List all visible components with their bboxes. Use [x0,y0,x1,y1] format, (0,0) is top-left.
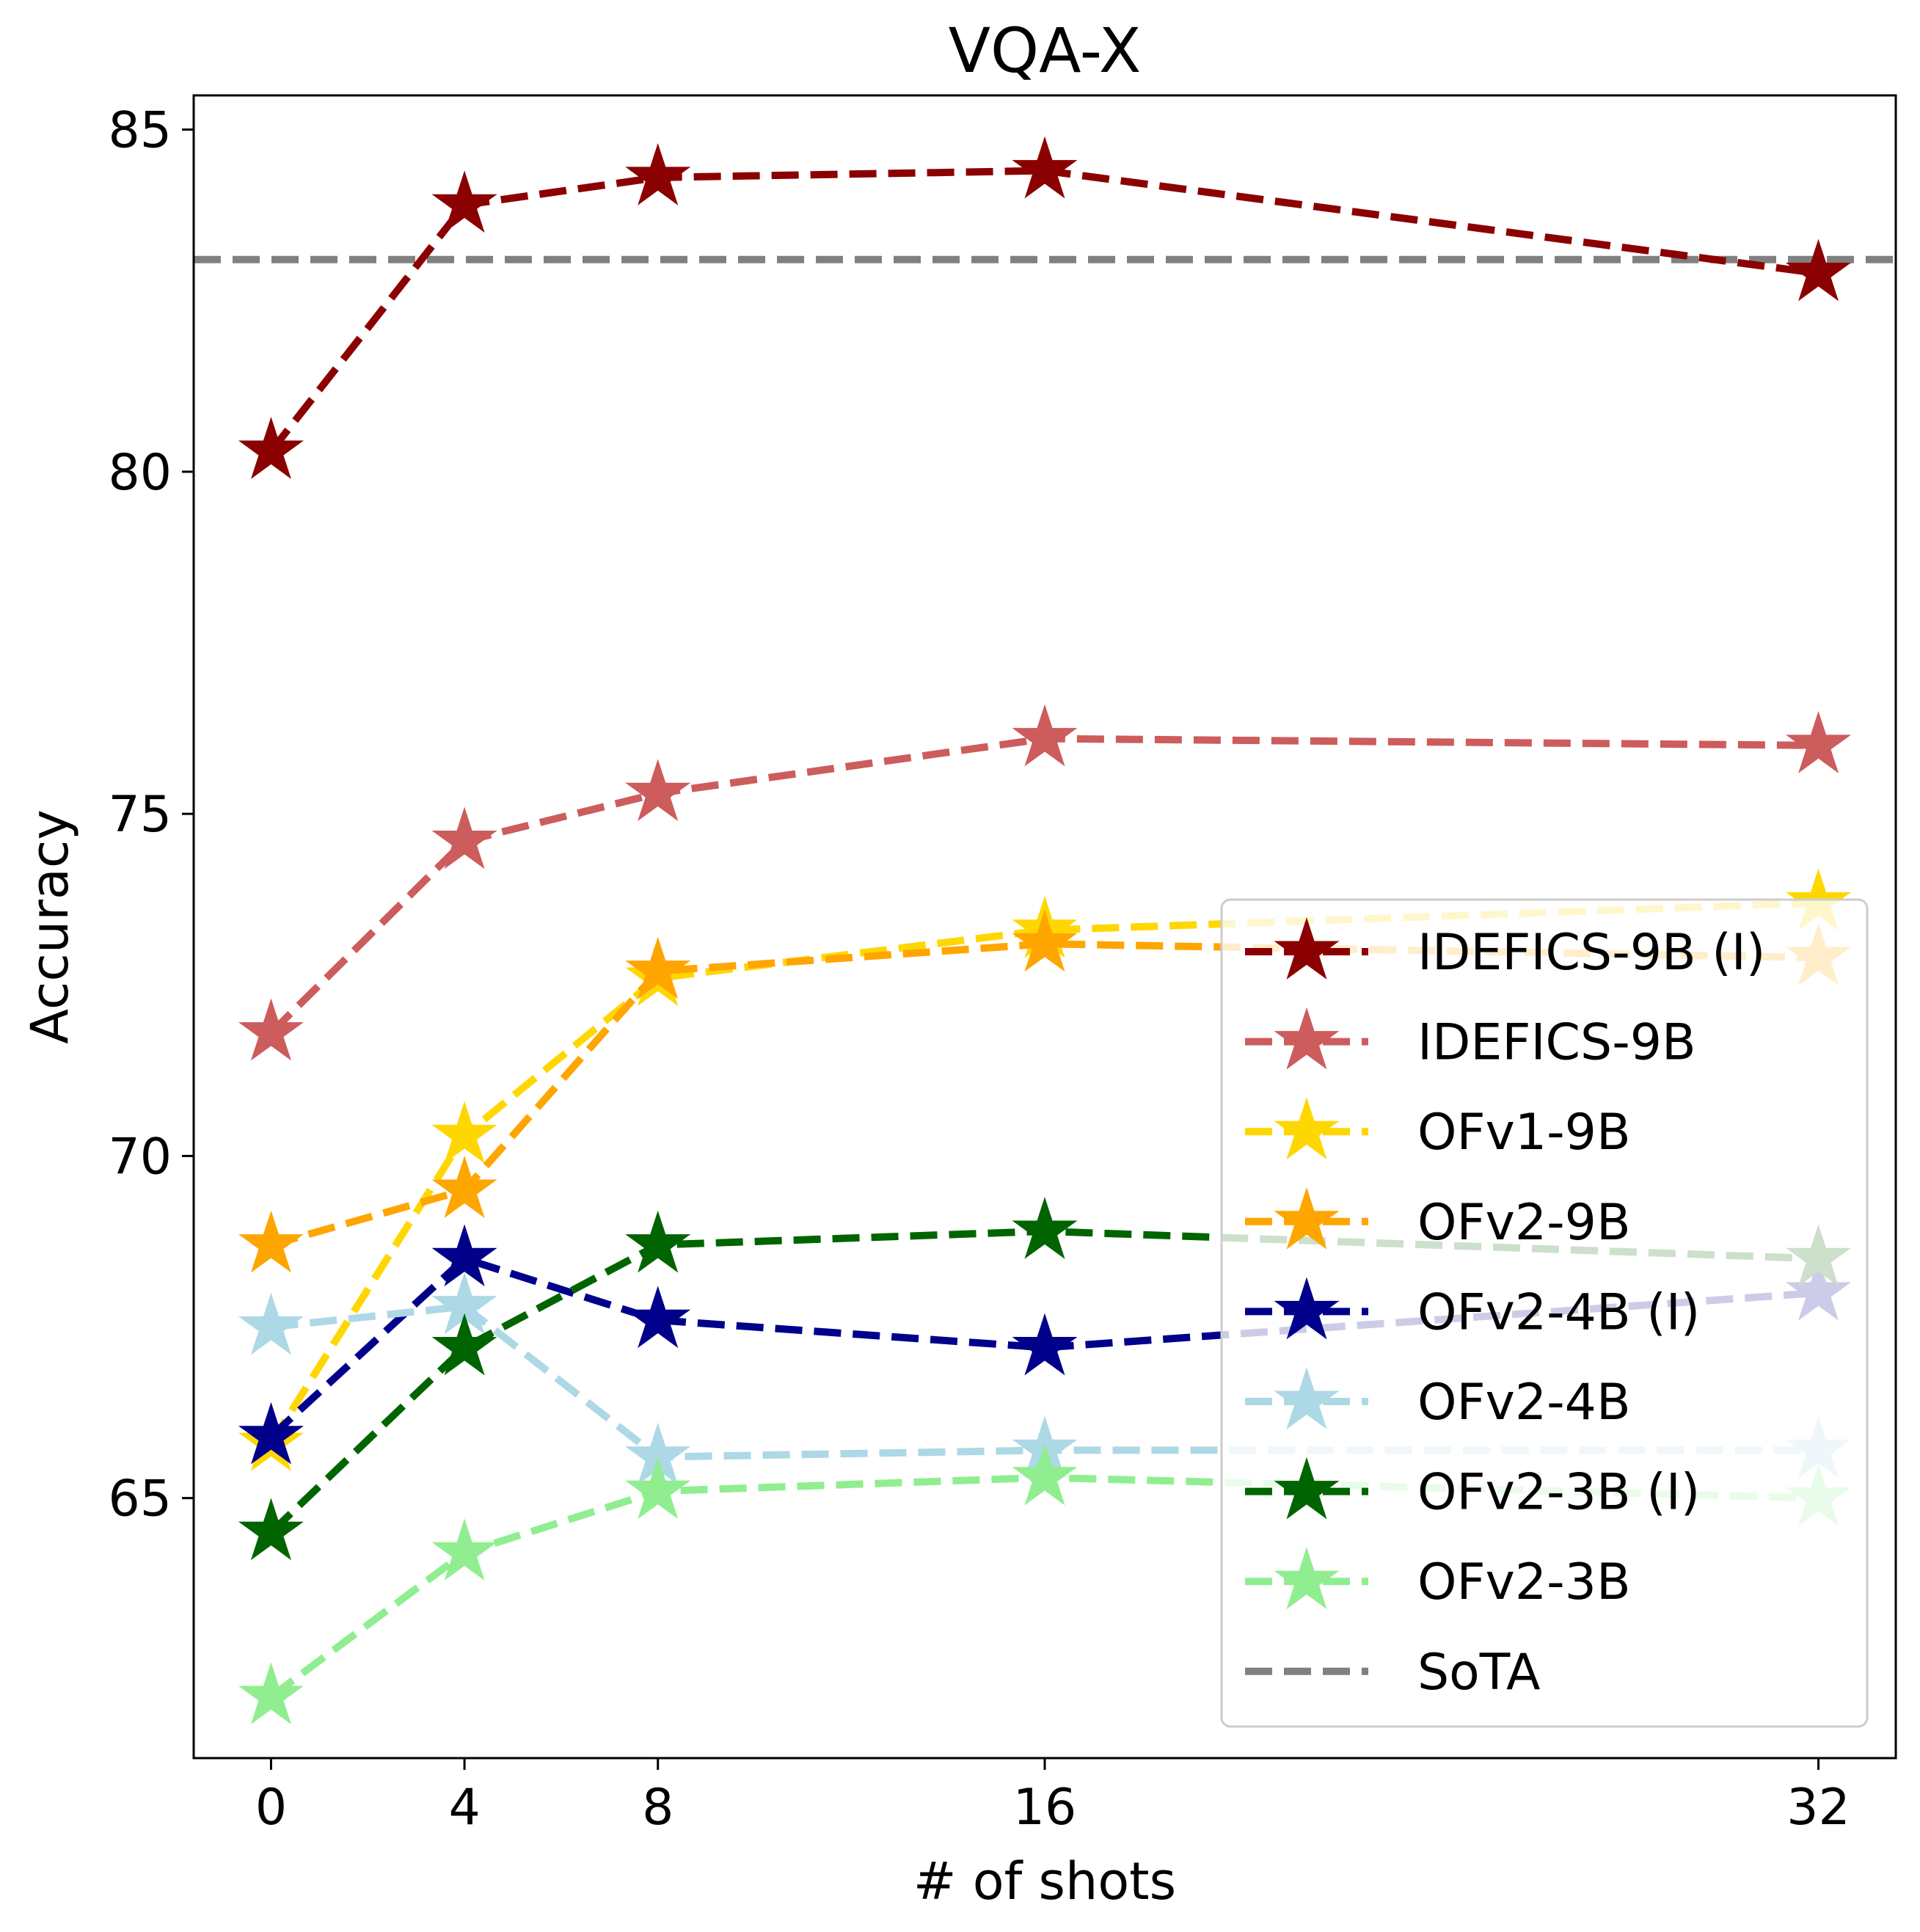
data-point-ofv2-9b-8 [625,936,691,999]
y-axis-label: Accuracy [20,809,80,1044]
legend-entry-ofv2-4b-i: OFv2-4B (I) [1245,1277,1700,1341]
data-point-ofv1-9b-4 [431,1101,497,1164]
data-point-idefics-9b-i-16 [1012,136,1078,199]
legend-label: OFv2-3B [1417,1553,1631,1611]
data-point-ofv2-9b-0 [238,1210,304,1273]
data-point-ofv2-4b-i-8 [625,1286,691,1349]
legend-swatch-marker [1274,1367,1340,1429]
y-tick-label: 85 [108,102,172,160]
x-tick-label: 4 [448,1779,480,1837]
y-axis: 65 70 75 80 85 [108,102,194,1528]
legend-swatch-marker [1274,1277,1340,1340]
legend-swatch-marker [1274,1097,1340,1160]
data-point-ofv2-3b-i-8 [625,1210,691,1273]
data-point-ofv2-4b-0 [238,1292,304,1355]
x-tick-label: 32 [1786,1779,1850,1837]
legend-entry-ofv2-9b: OFv2-9B [1245,1186,1631,1252]
legend-swatch-marker [1274,1186,1340,1250]
data-point-ofv2-3b-0 [238,1662,304,1725]
data-point-ofv2-3b-16 [1012,1443,1078,1506]
legend-entry-idefics-9b: IDEFICS-9B [1245,1007,1696,1072]
legend-entry-ofv2-4b: OFv2-4B [1245,1367,1631,1432]
data-point-ofv2-4b-i-4 [431,1224,497,1287]
legend-swatch-marker [1274,1547,1340,1610]
data-point-ofv2-4b-i-16 [1012,1313,1078,1376]
legend-label: OFv2-4B [1417,1374,1631,1432]
series-idefics-9b [238,704,1852,1061]
legend-entry-ofv2-3b: OFv2-3B [1245,1547,1631,1611]
data-point-ofv2-3b-i-4 [431,1313,497,1376]
data-point-ofv2-4b-i-0 [238,1401,304,1465]
legend-swatch-marker [1274,1007,1340,1070]
legend-entry-ofv1-9b: OFv1-9B [1245,1097,1631,1162]
x-tick-label: 16 [1013,1779,1077,1837]
data-point-ofv2-3b-4 [431,1518,497,1581]
data-point-ofv2-3b-i-0 [238,1498,304,1561]
y-tick-label: 80 [108,444,172,502]
legend-box [1220,898,1869,1728]
data-point-idefics-9b-i-8 [625,143,691,205]
data-point-idefics-9b-32 [1785,711,1852,773]
data-point-ofv2-9b-16 [1012,909,1078,972]
series-idefics-9b-i [238,136,1852,479]
y-tick-label: 70 [108,1128,172,1186]
legend-label: IDEFICS-9B [1417,1014,1696,1072]
data-point-idefics-9b-4 [431,806,497,870]
legend-label: IDEFICS-9B (I) [1417,924,1765,982]
data-point-idefics-9b-i-4 [431,170,497,233]
data-point-idefics-9b-16 [1012,704,1078,767]
data-point-idefics-9b-i-0 [238,417,304,479]
legend-entry-ofv2-3b-i: OFv2-3B (I) [1245,1457,1700,1522]
x-tick-label: 8 [642,1779,674,1837]
x-axis-label: # of shots [913,1851,1176,1911]
x-tick-label: 0 [255,1779,287,1837]
legend-entry-sota: SoTA [1245,1644,1541,1702]
legend: IDEFICS-9B (I) IDEFICS-9B OFv1-9B OFv2-9B OF… [1220,898,1869,1728]
y-tick-label: 75 [108,786,172,844]
data-point-ofv2-3b-8 [625,1457,691,1520]
data-point-ofv2-9b-4 [431,1156,497,1218]
y-tick-label: 65 [108,1470,172,1528]
data-point-idefics-9b-8 [625,759,691,822]
data-point-idefics-9b-i-32 [1785,238,1852,302]
data-point-idefics-9b-0 [238,998,304,1061]
legend-label: OFv2-3B (I) [1417,1464,1700,1522]
legend-label: OFv2-9B [1417,1194,1631,1252]
legend-label: SoTA [1417,1644,1541,1702]
data-point-ofv2-3b-i-16 [1012,1197,1078,1259]
x-axis: 0 4 8 16 32 [255,1758,1850,1837]
legend-label: OFv1-9B [1417,1104,1631,1162]
legend-swatch-marker [1274,1457,1340,1520]
legend-label: OFv2-4B (I) [1417,1283,1700,1341]
legend-swatch-marker [1274,917,1340,980]
legend-entry-idefics-9b-i: IDEFICS-9B (I) [1245,917,1765,982]
chart-title: VQA-X [949,15,1142,87]
